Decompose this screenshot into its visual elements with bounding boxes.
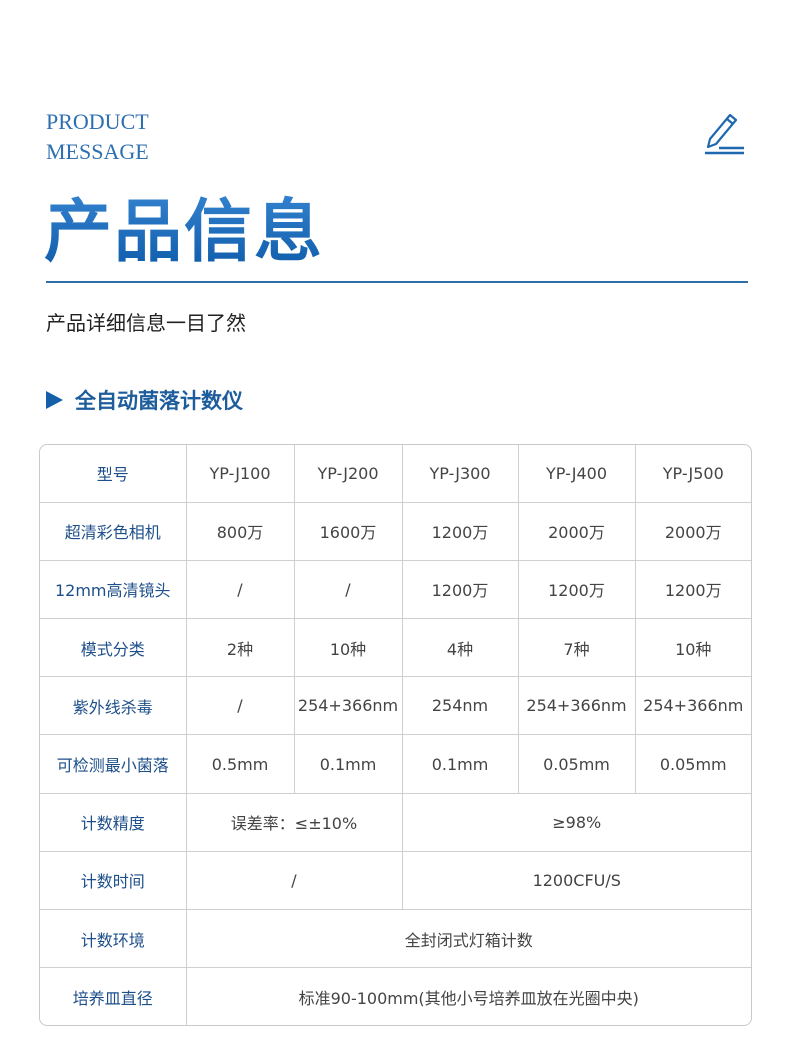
table-row: 可检测最小菌落 0.5mm 0.1mm 0.1mm 0.05mm 0.05mm <box>40 734 751 794</box>
table-cell: 2000万 <box>634 501 751 561</box>
row-label: 可检测最小菌落 <box>40 734 187 794</box>
table-row: 计数时间/1200CFU/S <box>40 850 751 911</box>
table-cell: 1600万 <box>293 501 403 561</box>
table-cell: 0.1mm <box>401 734 519 794</box>
table-cell: 2000万 <box>517 501 636 561</box>
row-label: 型号 <box>40 445 187 503</box>
table-cell: 10种 <box>293 617 403 678</box>
table-cell: 误差率：≤±10% <box>185 792 403 852</box>
table-row: 紫外线杀毒/254+366nm 254nm 254+366nm 254+366nm <box>40 676 751 736</box>
section-heading: 全自动菌落计数仪 <box>46 385 243 415</box>
table-cell: 标准90-100mm(其他小号培养皿放在光圈中央) <box>185 967 751 1025</box>
triangle-icon <box>46 391 63 409</box>
divider <box>46 281 748 283</box>
table-cell: / <box>293 559 403 620</box>
table-cell: 0.05mm <box>634 734 751 794</box>
row-label: 12mm高清镜头 <box>40 559 187 620</box>
page-title: 产品信息 <box>44 176 324 275</box>
subtitle: 产品详细信息一目了然 <box>46 311 246 335</box>
table-cell: 254+366nm <box>293 676 403 736</box>
table-cell: ≥98% <box>401 792 751 852</box>
table-row: 12mm高清镜头 //1200万 1200万 1200万 <box>40 559 751 620</box>
table-cell: YP-J100 <box>185 445 295 503</box>
table-cell: 1200万 <box>401 501 519 561</box>
heading-en-line1: PRODUCT <box>46 109 149 134</box>
table-cell: 254+366nm <box>517 676 636 736</box>
table-row: 计数环境 全封闭式灯箱计数 <box>40 909 751 969</box>
table-cell: / <box>185 850 403 911</box>
row-label: 培养皿直径 <box>40 967 187 1025</box>
table-cell: 0.05mm <box>517 734 636 794</box>
table-cell: 1200CFU/S <box>401 850 751 911</box>
table-cell: YP-J300 <box>401 445 519 503</box>
spec-table: 型号 YP-J100 YP-J200 YP-J300 YP-J400 YP-J500 超清彩… <box>39 444 752 1026</box>
section-title: 全自动菌落计数仪 <box>75 389 243 413</box>
table-row: 计数精度 误差率：≤±10% ≥98% <box>40 792 751 852</box>
table-cell: 4种 <box>401 617 519 678</box>
row-label: 计数精度 <box>40 792 187 852</box>
table-row: 超清彩色相机 800万 1600万 1200万 2000万 2000万 <box>40 501 751 561</box>
row-label: 计数环境 <box>40 909 187 969</box>
table-cell: 1200万 <box>634 559 751 620</box>
table-cell: 10种 <box>634 617 751 678</box>
row-label: 模式分类 <box>40 617 187 678</box>
table-cell: / <box>185 559 295 620</box>
table-cell: YP-J500 <box>634 445 751 503</box>
heading-en-line2: MESSAGE <box>46 139 149 164</box>
row-label: 计数时间 <box>40 850 187 911</box>
table-row: 培养皿直径 标准90-100mm(其他小号培养皿放在光圈中央) <box>40 967 751 1025</box>
table-cell: 全封闭式灯箱计数 <box>185 909 751 969</box>
table-cell: 7种 <box>517 617 636 678</box>
table-row: 型号 YP-J100 YP-J200 YP-J300 YP-J400 YP-J500 <box>40 445 751 503</box>
table-cell: YP-J400 <box>517 445 636 503</box>
table-cell: 800万 <box>185 501 295 561</box>
table-cell: 2种 <box>185 617 295 678</box>
pencil-icon <box>705 113 744 155</box>
table-row: 模式分类 2种 10种 4种 7种 10种 <box>40 617 751 678</box>
table-cell: 0.1mm <box>293 734 403 794</box>
table-cell: / <box>185 676 295 736</box>
row-label: 超清彩色相机 <box>40 501 187 561</box>
table-cell: 254+366nm <box>634 676 751 736</box>
table-cell: YP-J200 <box>293 445 403 503</box>
table-cell: 1200万 <box>517 559 636 620</box>
row-label: 紫外线杀毒 <box>40 676 187 736</box>
table-cell: 0.5mm <box>185 734 295 794</box>
table-cell: 254nm <box>401 676 519 736</box>
table-cell: 1200万 <box>401 559 519 620</box>
